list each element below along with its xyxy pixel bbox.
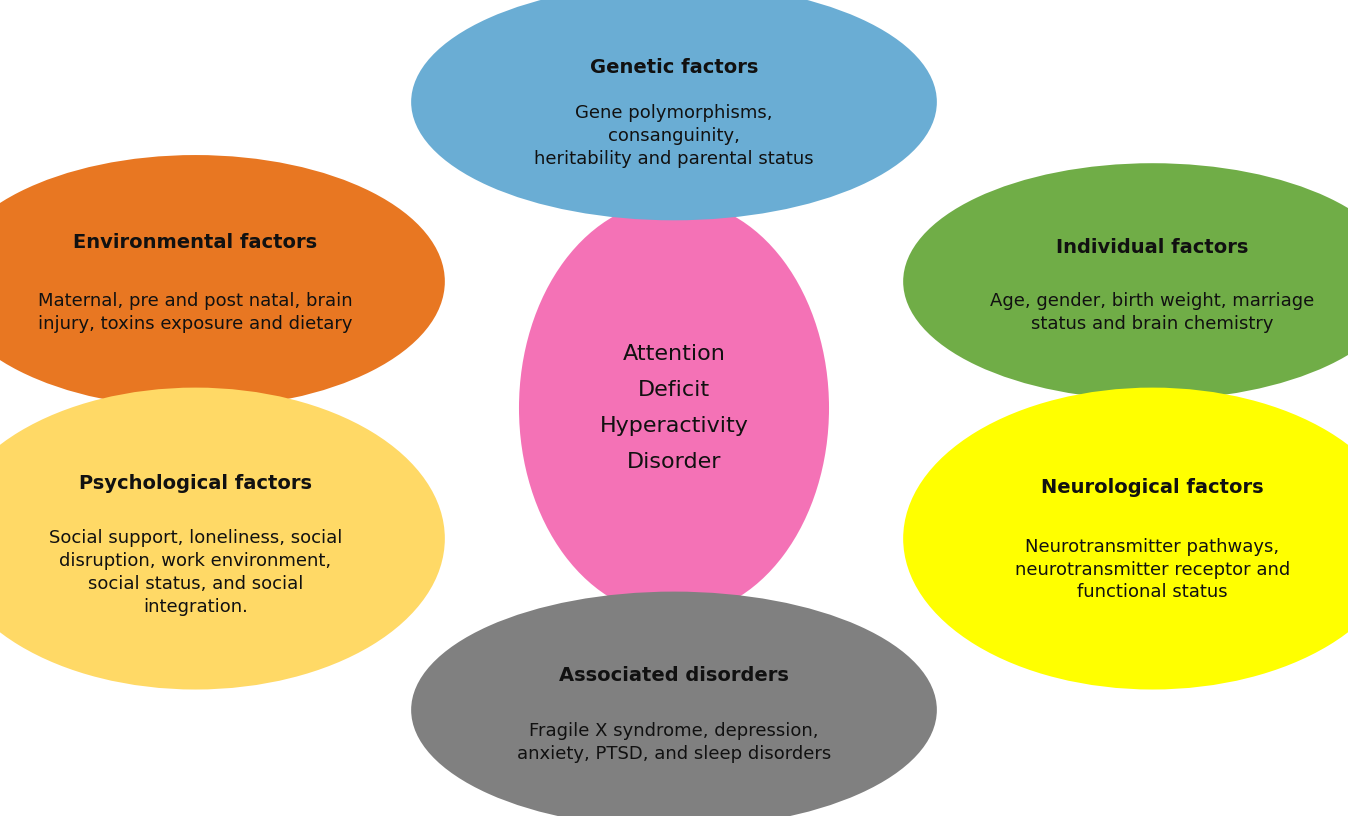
Text: Neurotransmitter pathways,
neurotransmitter receptor and
functional status: Neurotransmitter pathways, neurotransmit… [1015,538,1290,601]
Text: Attention
Deficit
Hyperactivity
Disorder: Attention Deficit Hyperactivity Disorder [600,344,748,472]
Text: Age, gender, birth weight, marriage
status and brain chemistry: Age, gender, birth weight, marriage stat… [991,292,1314,333]
Text: Associated disorders: Associated disorders [559,666,789,685]
Ellipse shape [0,388,445,690]
Text: Environmental factors: Environmental factors [73,233,318,252]
Text: Neurological factors: Neurological factors [1041,478,1264,498]
Text: Fragile X syndrome, depression,
anxiety, PTSD, and sleep disorders: Fragile X syndrome, depression, anxiety,… [516,722,832,763]
Text: Social support, loneliness, social
disruption, work environment,
social status, : Social support, loneliness, social disru… [49,530,342,616]
Ellipse shape [519,200,829,616]
Ellipse shape [0,155,445,408]
Ellipse shape [411,0,937,220]
Ellipse shape [903,388,1348,690]
Text: Psychological factors: Psychological factors [80,473,311,493]
Ellipse shape [903,163,1348,400]
Text: Individual factors: Individual factors [1057,237,1248,257]
Text: Maternal, pre and post natal, brain
injury, toxins exposure and dietary: Maternal, pre and post natal, brain inju… [38,292,353,333]
Ellipse shape [411,592,937,816]
Text: Gene polymorphisms,
consanguinity,
heritability and parental status: Gene polymorphisms, consanguinity, herit… [534,104,814,168]
Text: Genetic factors: Genetic factors [590,58,758,78]
